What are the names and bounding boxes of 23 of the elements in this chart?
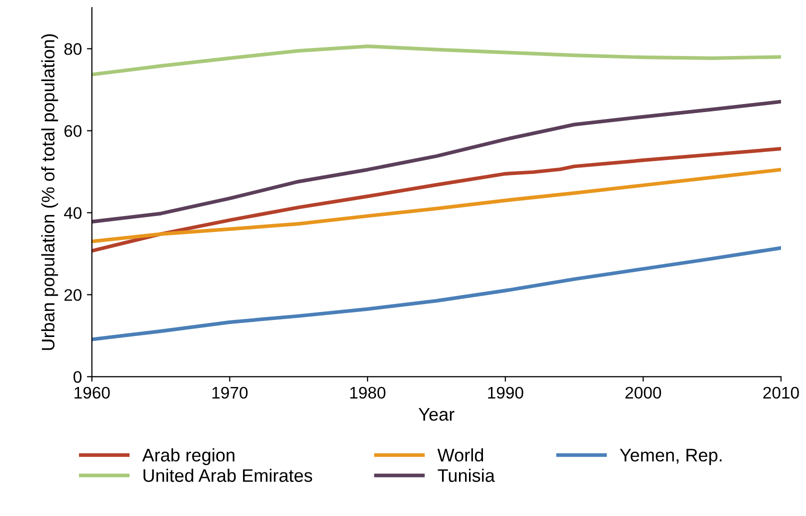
- legend-label: Yemen, Rep.: [620, 448, 722, 466]
- legend-label: World: [437, 448, 484, 462]
- x-axis-title: Year: [418, 408, 454, 421]
- y-tick-label: 20: [64, 289, 82, 301]
- line-series: [92, 146, 782, 253]
- line-series: [92, 44, 782, 76]
- x-tick-label: 1980: [350, 386, 386, 399]
- x-tick-label: 2000: [625, 386, 662, 399]
- legend-label: Tunisia: [438, 468, 495, 482]
- x-tick-label: 1960: [74, 386, 110, 399]
- x-tick-label: 1970: [212, 386, 248, 399]
- y-tick-label: 40: [64, 207, 82, 219]
- y-tick-label: 60: [64, 125, 82, 137]
- x-tick-label: 2010: [763, 386, 799, 399]
- line-series: [92, 100, 782, 224]
- y-tick-label: 80: [64, 43, 82, 55]
- legend-label: Arab region: [142, 448, 234, 466]
- legend-label: United Arab Emirates: [144, 468, 312, 482]
- line-series: [92, 168, 782, 244]
- y-axis-title: Urban population (% of total population): [41, 34, 58, 350]
- line-series: [92, 246, 782, 342]
- x-tick-label: 1990: [488, 386, 524, 399]
- y-tick-label: 0: [74, 371, 82, 383]
